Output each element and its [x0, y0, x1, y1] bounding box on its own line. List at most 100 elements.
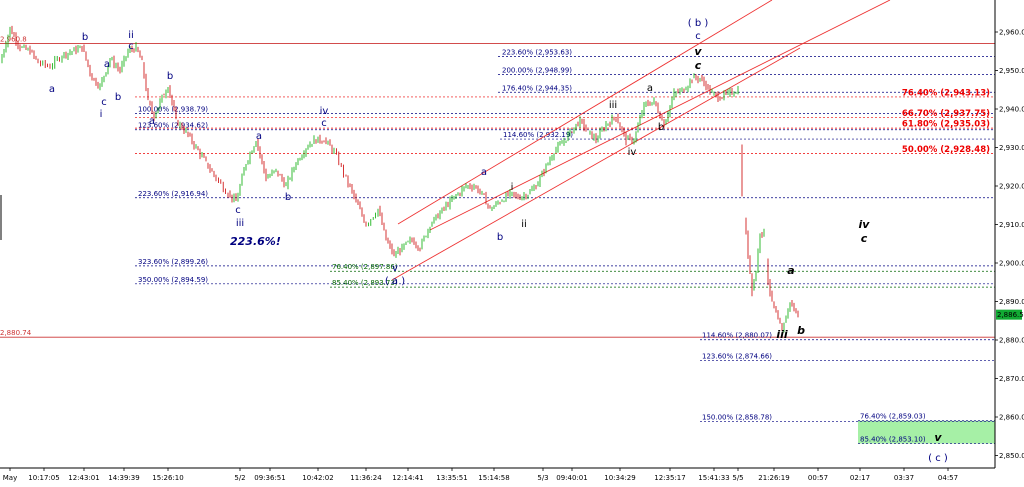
target-level-label: 50.00% (2,928.48): [902, 145, 990, 155]
target-level-label: 66.70% (2,937.75): [902, 109, 990, 119]
y-tick-label: 2,910.00: [999, 221, 1024, 229]
x-tick-label: 10:34:29: [604, 474, 635, 482]
fib-level-label: 123.60% (2,874.66): [702, 353, 772, 361]
y-tick-label: 2,930.00: [999, 144, 1024, 152]
wave-label: v: [392, 263, 398, 274]
y-tick-label: 2,890.00: [999, 298, 1024, 306]
wave-label: a: [104, 59, 110, 70]
fib-level-label: 150.00% (2,858.78): [702, 414, 772, 422]
y-tick-label: 2,950.00: [999, 67, 1024, 75]
wave-label: b: [658, 122, 664, 133]
resistance-label: 2,960.8: [0, 36, 27, 44]
target-zone: [858, 420, 995, 444]
fib-level-label: 85.40% (2,853.10): [860, 436, 926, 444]
x-tick-label: 5/2: [234, 474, 245, 482]
x-tick-label: 21:26:19: [758, 474, 789, 482]
x-tick-label: 11:36:24: [350, 474, 382, 482]
fib-level-label: 114.60% (2,880.07): [702, 332, 772, 340]
wave-label: a: [647, 83, 653, 94]
x-tick-label: 12:14:41: [392, 474, 423, 482]
wave-label: ii: [521, 219, 527, 230]
wave-label: b: [497, 232, 503, 243]
wave-label: v: [694, 45, 702, 58]
annotation-label: 223.6%!: [230, 235, 281, 248]
wave-label: iv: [859, 218, 871, 231]
y-tick-label: 2,920.00: [999, 183, 1024, 191]
wave-label: b: [285, 192, 291, 203]
x-tick-label: 02:17: [850, 474, 870, 482]
fib-level-label: 223.60% (2,916.94): [138, 190, 208, 198]
current-price-label: 2,886.58: [997, 311, 1024, 319]
x-tick-label: 15:26:10: [152, 474, 183, 482]
wave-label: ( a ): [385, 276, 405, 287]
target-level-label: 76.40% (2,943.13): [902, 88, 990, 98]
wave-label: b: [115, 92, 121, 103]
wave-label: a: [49, 84, 55, 95]
x-tick-label: 14:39:39: [108, 474, 139, 482]
x-tick-label: 04:57: [938, 474, 958, 482]
fib-level-label: 323.60% (2,899.26): [138, 258, 208, 266]
wave-label: i: [100, 109, 103, 120]
wave-label: iii: [609, 100, 617, 111]
wave-label: iv: [320, 106, 329, 117]
wave-label: c: [235, 205, 241, 216]
wave-label: b: [167, 71, 173, 82]
wave-label: i: [511, 182, 514, 193]
fib-level-label: 76.40% (2,897.86): [332, 263, 398, 271]
current-price-badge: [996, 309, 1022, 320]
fib-level-label: 200.00% (2,948.99): [502, 66, 572, 74]
wave-label: v: [934, 431, 942, 444]
wave-label: c: [101, 97, 107, 108]
resistance-label: 2,880.74: [0, 329, 32, 337]
wave-label: c: [321, 118, 327, 129]
trend-channel-line: [391, 47, 801, 281]
wave-label: ii: [128, 30, 134, 41]
wave-label: c: [128, 41, 134, 52]
y-tick-label: 2,880.00: [999, 337, 1024, 345]
target-level-label: 61.80% (2,935.03): [902, 120, 990, 130]
y-tick-label: 2,860.00: [999, 414, 1024, 422]
y-tick-label: 2,940.00: [999, 106, 1024, 114]
x-tick-label: 03:37: [894, 474, 914, 482]
wave-label: ( b ): [688, 18, 709, 29]
x-tick-label: 15:41:33: [698, 474, 729, 482]
trend-channel-line: [397, 0, 773, 225]
wave-label: a: [256, 131, 262, 142]
wave-label: iii: [776, 328, 788, 341]
fib-level-label: 114.60% (2,932.19): [503, 131, 573, 139]
wave-label: c: [695, 31, 701, 42]
fib-level-label: 85.40% (2,893.73): [332, 279, 398, 287]
x-tick-label: 09:36:51: [254, 474, 285, 482]
wave-label: c: [861, 232, 868, 245]
y-tick-label: 2,900.00: [999, 260, 1024, 268]
wave-label: a: [481, 167, 487, 178]
fib-level-label: 76.40% (2,859.03): [860, 413, 926, 421]
wave-label: iii: [236, 218, 244, 229]
fib-level-label: 176.40% (2,944.35): [502, 84, 572, 92]
x-tick-label: 09:40:01: [556, 474, 587, 482]
wave-label: b: [797, 324, 805, 337]
fib-level-label: 350.00% (2,894.59): [138, 276, 208, 284]
x-tick-label: 15:14:58: [478, 474, 509, 482]
wave-label: a: [149, 116, 155, 127]
wave-label: iv: [628, 147, 637, 158]
x-tick-label: 13:35:51: [436, 474, 467, 482]
x-tick-label: 10:42:02: [302, 474, 333, 482]
x-tick-label: 12:35:17: [654, 474, 685, 482]
fib-level-label: 223.60% (2,953.63): [502, 49, 572, 57]
wave-label: ( c ): [928, 453, 948, 464]
y-tick-label: 2,960.00: [999, 29, 1024, 37]
wave-label: a: [787, 264, 794, 277]
fib-level-label: 123.60% (2,934.62): [138, 122, 208, 130]
fib-level-label: 100.00% (2,938.79): [138, 106, 208, 114]
x-tick-label: 5/5: [732, 474, 743, 482]
x-tick-label: 00:57: [808, 474, 828, 482]
y-tick-label: 2,870.00: [999, 375, 1024, 383]
x-tick-label: 10:17:05: [28, 474, 59, 482]
wave-label: c: [695, 59, 702, 72]
wave-label: b: [82, 32, 88, 43]
x-tick-label: May: [3, 474, 17, 482]
x-tick-label: 5/3: [537, 474, 548, 482]
